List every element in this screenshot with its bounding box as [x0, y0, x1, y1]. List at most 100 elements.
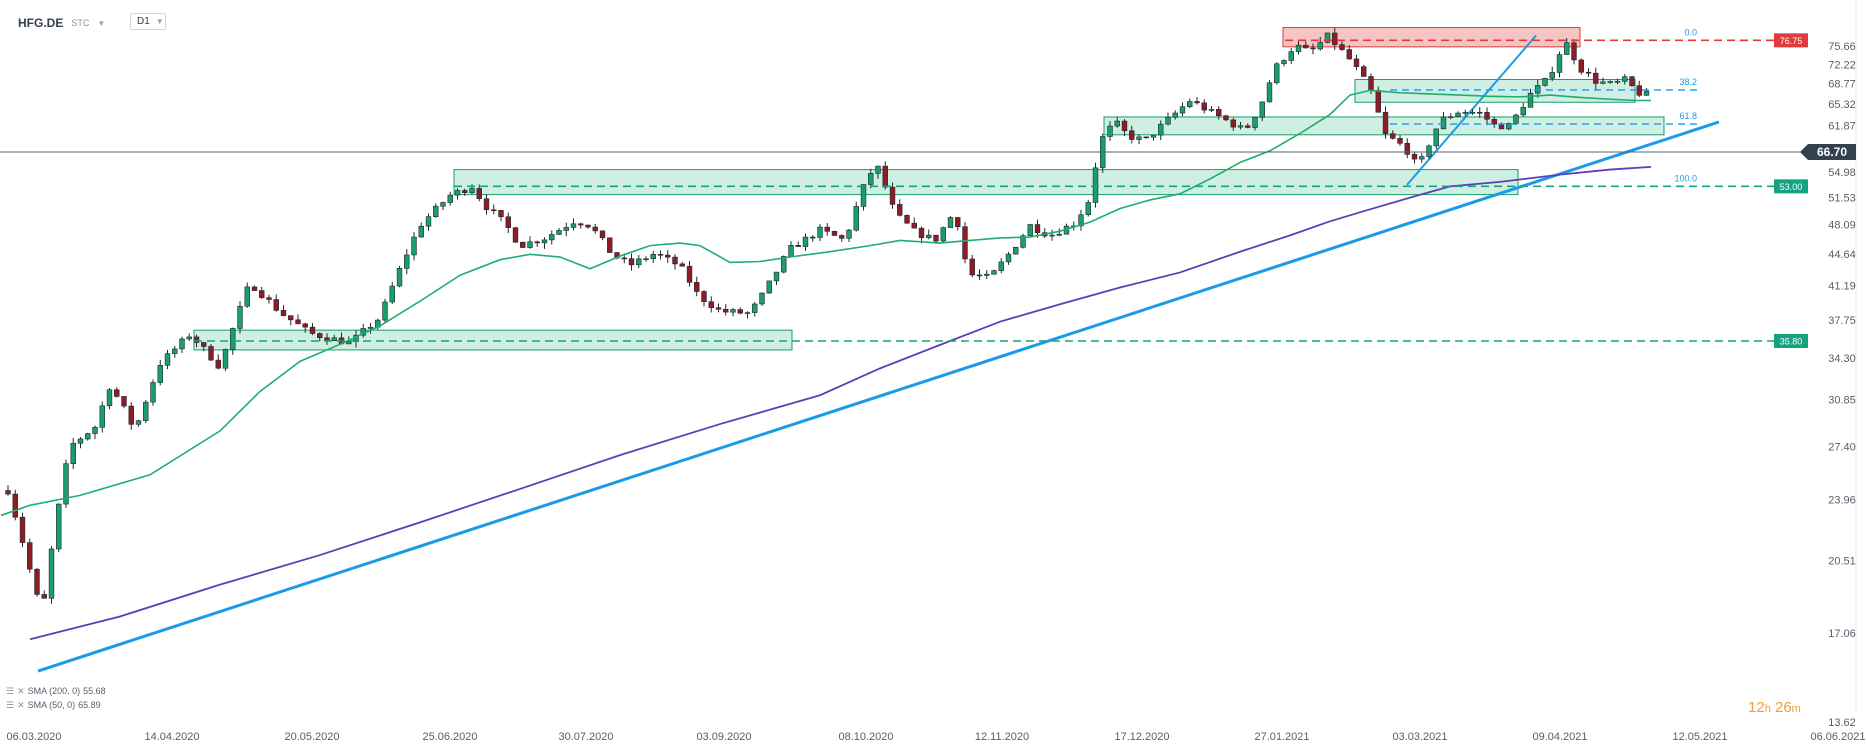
candle: [1636, 80, 1642, 98]
candle-body: [860, 184, 867, 207]
candle: [1607, 80, 1613, 84]
candle: [701, 290, 707, 307]
candle: [201, 341, 207, 352]
time-axis[interactable]: 06.03.2020 14.04.2020 20.05.2020 25.06.2020…: [6, 731, 1865, 743]
date-tick-label: 12.11.2020: [975, 731, 1029, 743]
candle-body: [1150, 134, 1157, 138]
candle: [5, 485, 11, 496]
candle-body: [846, 229, 852, 239]
candle-timer: 12h 26m: [1748, 699, 1801, 716]
menu-icon[interactable]: ☰: [6, 700, 15, 710]
candle-body: [969, 258, 975, 276]
candle: [570, 218, 577, 231]
candle-body: [1462, 112, 1468, 114]
candle: [1100, 133, 1106, 173]
candle-body: [1477, 111, 1483, 114]
candle: [1295, 40, 1302, 55]
candle: [114, 387, 120, 398]
candle: [1614, 78, 1621, 85]
current-price-label: 66.70: [1817, 145, 1847, 159]
candle-body: [48, 548, 55, 599]
candle-body: [1542, 77, 1548, 86]
candle: [491, 204, 497, 215]
candle-body: [244, 286, 250, 307]
candle: [56, 503, 62, 552]
candle-body: [201, 342, 207, 347]
candle-body: [672, 256, 678, 265]
candle: [1382, 106, 1389, 139]
legend-row-sma200[interactable]: ☰ ✕ SMA (200, 0) 55.68: [6, 684, 106, 698]
legend-row-sma50[interactable]: ☰ ✕ SMA (50, 0) 65.89: [6, 698, 106, 712]
current-price-badge: [1808, 144, 1856, 160]
candle-body: [27, 542, 33, 570]
candle: [172, 345, 178, 358]
candle: [715, 303, 722, 313]
candle-body: [897, 204, 903, 216]
candle: [1578, 58, 1584, 75]
candle: [425, 213, 432, 231]
chevron-down-icon: ▼: [155, 17, 164, 26]
candle: [85, 432, 91, 441]
candle: [730, 307, 736, 317]
candle: [208, 344, 214, 361]
candle: [1121, 119, 1128, 136]
candle-body: [679, 263, 685, 267]
candle: [1303, 41, 1309, 49]
candle-body: [1274, 63, 1280, 84]
candle: [1056, 228, 1062, 237]
candle-body: [157, 365, 163, 383]
candle-body: [498, 210, 504, 218]
candle: [839, 234, 845, 242]
candle-body: [411, 236, 417, 256]
price-tick-label: 37.75: [1828, 315, 1856, 327]
candle: [1150, 134, 1157, 141]
candle-body: [875, 165, 881, 174]
candle: [1049, 229, 1055, 241]
candle-body: [266, 297, 272, 300]
date-tick-label: 17.12.2020: [1114, 731, 1169, 743]
candle-body: [483, 198, 490, 211]
candle: [1042, 228, 1048, 238]
candle-body: [1259, 101, 1265, 118]
candle: [744, 311, 751, 319]
candle: [1324, 32, 1331, 44]
candle: [868, 168, 874, 189]
candle: [665, 250, 671, 263]
candle-body: [1114, 120, 1120, 127]
candle: [1237, 121, 1244, 130]
price-tick-label: 20.51: [1828, 556, 1856, 568]
symbol-header[interactable]: HFG.DE STC ▼: [18, 14, 105, 32]
symbol-dropdown-icon[interactable]: ▼: [97, 18, 106, 28]
close-icon[interactable]: ✕: [17, 686, 25, 696]
candle-body: [128, 405, 134, 425]
date-tick-label: 09.04.2021: [1532, 731, 1587, 743]
candle-body: [1216, 109, 1222, 117]
date-tick-label: 14.04.2020: [144, 731, 199, 743]
candle-body: [1593, 72, 1599, 84]
timeframe-select[interactable]: D1 ▼: [130, 13, 166, 30]
price-axis[interactable]: 75.6672.2268.7765.3261.8758.4354.9851.53…: [1800, 41, 1856, 729]
candle: [12, 489, 18, 521]
candle: [708, 296, 714, 313]
date-tick-label: 20.05.2020: [284, 731, 339, 743]
price-tick-label: 17.06: [1828, 628, 1856, 640]
close-icon[interactable]: ✕: [17, 700, 25, 710]
candle-body: [708, 301, 714, 308]
candle: [230, 327, 236, 355]
candle: [679, 261, 685, 267]
candle: [498, 210, 504, 222]
candle-body: [933, 234, 939, 242]
candle: [759, 292, 765, 306]
candle-body: [1172, 112, 1178, 118]
candle-body: [396, 268, 403, 287]
candle: [92, 425, 98, 440]
candle-body: [926, 234, 932, 239]
candle: [657, 250, 664, 260]
candle-body: [701, 291, 707, 302]
date-tick-label: 06.06.2021: [1810, 731, 1865, 743]
candle-body: [302, 323, 308, 328]
candle-body: [578, 223, 584, 226]
menu-icon[interactable]: ☰: [6, 686, 15, 696]
candle-body: [607, 237, 613, 253]
